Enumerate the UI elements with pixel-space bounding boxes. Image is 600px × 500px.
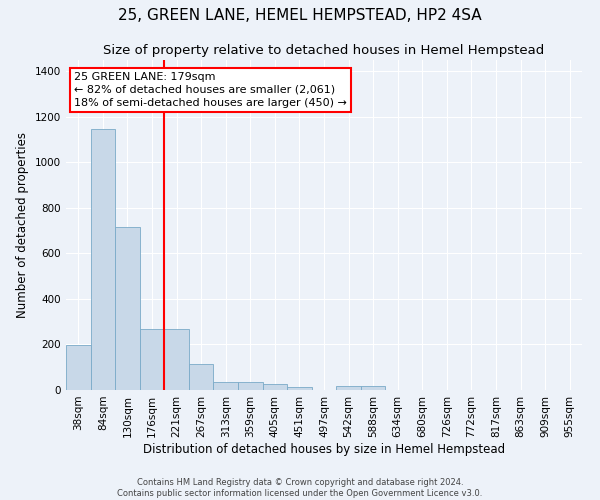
Bar (140, 328, 164, 390)
Bar (361, 386, 385, 390)
Text: 25, GREEN LANE, HEMEL HEMPSTEAD, HP2 4SA: 25, GREEN LANE, HEMEL HEMPSTEAD, HP2 4SA (118, 8, 482, 22)
Bar (66, 346, 91, 390)
Text: 25 GREEN LANE: 179sqm
← 82% of detached houses are smaller (2,061)
18% of semi-d: 25 GREEN LANE: 179sqm ← 82% of detached … (74, 72, 347, 108)
Bar (263, 384, 287, 390)
Title: Size of property relative to detached houses in Hemel Hempstead: Size of property relative to detached ho… (103, 44, 545, 58)
Bar (115, 226, 140, 390)
X-axis label: Distribution of detached houses by size in Hemel Hempstead: Distribution of detached houses by size … (143, 442, 505, 456)
Y-axis label: Number of detached properties: Number of detached properties (16, 132, 29, 318)
Text: Contains HM Land Registry data © Crown copyright and database right 2024.
Contai: Contains HM Land Registry data © Crown c… (118, 478, 482, 498)
Bar (164, 328, 189, 390)
Bar (287, 388, 312, 390)
Bar (214, 382, 238, 390)
Bar (91, 128, 115, 390)
Bar (336, 386, 361, 390)
Bar (238, 382, 263, 390)
Bar (189, 364, 214, 390)
